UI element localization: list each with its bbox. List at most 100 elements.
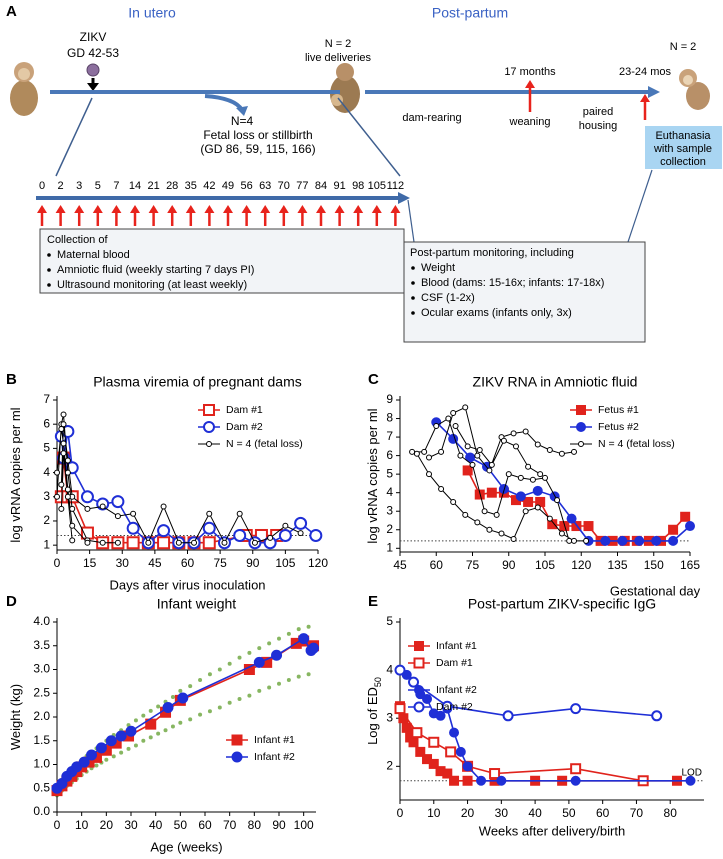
data-point (496, 775, 507, 786)
reference-point (119, 750, 124, 755)
data-point (445, 746, 457, 758)
data-point (513, 443, 519, 450)
legend-label: Infant #2 (436, 684, 477, 696)
data-point (651, 535, 662, 546)
data-point (534, 441, 541, 448)
data-point (469, 461, 476, 468)
data-point (95, 742, 107, 754)
x-tick-label: 90 (272, 818, 286, 832)
data-point (191, 539, 198, 546)
box-title: Post-partum monitoring, including (410, 247, 574, 259)
panel-letter: B (6, 371, 17, 388)
reference-point (227, 700, 232, 705)
data-point (78, 756, 90, 768)
annotation: collection (660, 156, 706, 168)
data-point (60, 450, 67, 457)
data-point (58, 505, 65, 512)
panel-letter: C (368, 371, 379, 388)
legend-label: N = 4 (fetal loss) (226, 438, 303, 450)
day-label: 49 (222, 180, 234, 192)
y-tick-label: 8 (386, 411, 393, 425)
y-tick-label: 4 (43, 465, 50, 479)
reference-point (237, 696, 242, 701)
day-label: 14 (129, 180, 141, 192)
legend-marker (413, 657, 425, 669)
reference-point (104, 757, 109, 762)
data-point (515, 491, 526, 502)
data-point (221, 539, 228, 546)
data-point (60, 440, 67, 447)
reference-point (207, 672, 212, 677)
data-point (462, 775, 473, 786)
bullet (411, 281, 415, 285)
annotation: weaning (509, 116, 551, 128)
data-point (465, 452, 476, 463)
data-point (202, 521, 216, 535)
annotation: dam-rearing (402, 112, 461, 124)
legend-marker (414, 685, 424, 695)
reference-point (257, 646, 262, 651)
bullet (411, 296, 415, 300)
bullet-item: Weight (421, 262, 455, 274)
x-axis-label: Gestational day (610, 583, 701, 598)
reference-point (188, 684, 193, 689)
bullet-item: Amniotic fluid (weekly starting 7 days P… (57, 264, 254, 276)
data-point (426, 454, 432, 461)
arrowhead (167, 205, 178, 213)
y-tick-label: 3 (386, 503, 393, 517)
arrowhead (92, 205, 103, 213)
annotation: 23-24 mos (619, 66, 671, 78)
data-point (415, 746, 426, 757)
data-point (411, 727, 423, 739)
arrowhead (390, 205, 401, 213)
data-point (462, 761, 473, 772)
x-tick-label: 10 (427, 806, 441, 820)
x-tick-label: 90 (502, 558, 516, 572)
data-point (111, 495, 125, 509)
data-point (157, 536, 171, 550)
panel-letter: A (6, 3, 17, 20)
annotation: N = 2 (325, 38, 352, 50)
arrowhead (185, 205, 196, 213)
data-point (267, 534, 274, 541)
data-point (522, 508, 529, 515)
data-point (308, 642, 320, 654)
arrowhead (241, 205, 252, 213)
y-tick-label: 2 (386, 758, 393, 772)
box-title: Collection of (47, 234, 108, 246)
bullet-item: Ocular exams (infants only, 3x) (421, 307, 572, 319)
data-point (438, 485, 445, 492)
arrowhead (236, 106, 248, 116)
data-point (481, 508, 488, 515)
reference-point (277, 681, 281, 686)
data-point (685, 521, 695, 532)
data-point (60, 421, 67, 428)
reference-point (111, 754, 116, 759)
data-point (600, 535, 611, 546)
data-point (233, 528, 247, 542)
day-label: 21 (147, 180, 159, 192)
data-point (517, 474, 524, 481)
data-point (253, 656, 265, 668)
x-tick-label: 60 (198, 818, 212, 832)
y-tick-label: 3.0 (33, 662, 50, 676)
y-axis-label: log vRNA copies per ml (365, 408, 380, 543)
day-label: 70 (278, 180, 290, 192)
reference-point (163, 728, 168, 733)
reference-point (170, 724, 175, 729)
day-label: 28 (166, 180, 178, 192)
data-point (162, 702, 174, 713)
x-tick-label: 45 (393, 558, 407, 572)
data-point (522, 428, 529, 435)
y-axis-label-sub: 50 (373, 677, 383, 687)
data-point (583, 537, 590, 544)
y-axis-label: log vRNA copies per ml (8, 407, 23, 542)
reference-point (306, 624, 311, 629)
arrowhead (525, 80, 535, 88)
data-point (401, 722, 412, 733)
reference-point (198, 712, 203, 717)
data-point (202, 536, 216, 550)
y-tick-label: 1.0 (33, 757, 50, 771)
data-point (426, 471, 432, 478)
arrowhead (297, 205, 308, 213)
